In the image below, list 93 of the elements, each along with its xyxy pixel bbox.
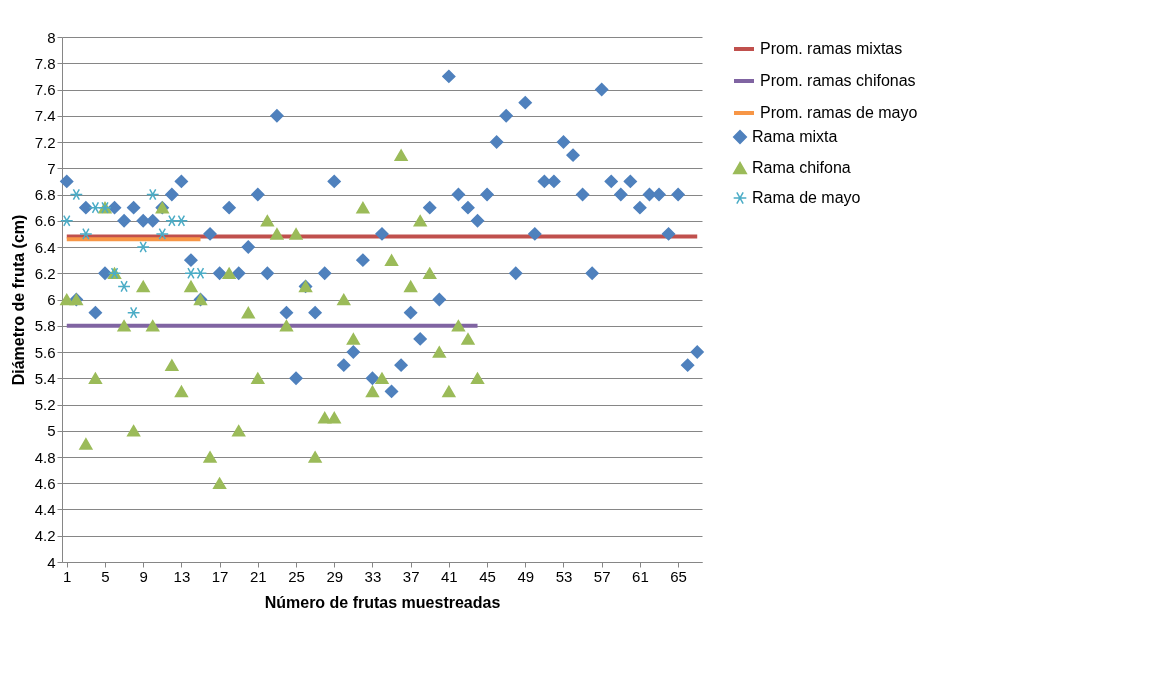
point bbox=[126, 306, 141, 319]
point bbox=[184, 280, 198, 293]
point bbox=[69, 188, 83, 201]
point bbox=[241, 306, 255, 319]
y-tick-label: 7.6 bbox=[34, 81, 56, 98]
point bbox=[423, 267, 437, 280]
point bbox=[365, 385, 380, 398]
point bbox=[232, 424, 246, 437]
point bbox=[117, 280, 131, 293]
y-tick-label: 6.6 bbox=[34, 212, 56, 230]
point bbox=[270, 228, 284, 240]
point bbox=[146, 188, 160, 201]
point bbox=[193, 267, 208, 280]
x-tick-label: 9 bbox=[139, 567, 148, 585]
legend-label: Prom. ramas de mayo bbox=[760, 104, 918, 121]
x-tick-label: 25 bbox=[288, 567, 305, 585]
point bbox=[327, 411, 341, 424]
legend-label: Prom. ramas chifonas bbox=[760, 72, 916, 89]
x-tick-label: 41 bbox=[441, 567, 458, 585]
y-tick-label: 7.2 bbox=[34, 133, 56, 151]
point bbox=[375, 372, 389, 385]
point bbox=[251, 372, 265, 385]
point bbox=[461, 333, 475, 345]
point bbox=[203, 451, 217, 463]
y-tick-label: 4 bbox=[47, 553, 56, 571]
y-tick-label: 4.4 bbox=[34, 501, 56, 518]
x-tick-label: 13 bbox=[173, 567, 191, 585]
legend-label: Prom. ramas mixtas bbox=[760, 40, 903, 57]
y-tick-label: 7.8 bbox=[34, 54, 56, 72]
point bbox=[308, 451, 322, 463]
point bbox=[79, 438, 93, 450]
point bbox=[260, 214, 275, 227]
x-tick-label: 29 bbox=[326, 567, 344, 585]
point bbox=[174, 214, 189, 227]
point bbox=[212, 477, 227, 490]
y-axis-title: Diámetro de fruta (cm) bbox=[9, 214, 27, 386]
point bbox=[384, 254, 399, 266]
point bbox=[126, 424, 141, 437]
point bbox=[289, 228, 303, 240]
point bbox=[432, 346, 446, 358]
x-tick-label: 37 bbox=[402, 567, 420, 585]
x-tick-label: 5 bbox=[101, 567, 110, 585]
y-tick-label: 7 bbox=[47, 159, 56, 177]
y-tick-label: 6.4 bbox=[34, 238, 56, 256]
point bbox=[155, 227, 169, 240]
y-tick-label: 6.8 bbox=[34, 186, 56, 203]
point bbox=[136, 280, 150, 293]
y-tick-label: 5.2 bbox=[34, 396, 56, 413]
x-tick-label: 61 bbox=[632, 567, 649, 585]
legend-label: Rama mixta bbox=[752, 128, 838, 145]
x-tick-label: 45 bbox=[479, 567, 496, 585]
point bbox=[356, 201, 370, 214]
x-tick-label: 1 bbox=[63, 567, 72, 585]
point bbox=[222, 267, 236, 280]
point bbox=[403, 280, 418, 293]
point bbox=[174, 385, 189, 398]
x-tick-label: 65 bbox=[670, 567, 687, 585]
y-tick-label: 4.6 bbox=[34, 474, 56, 492]
x-axis-title: Número de frutas muestreadas bbox=[264, 593, 501, 611]
point bbox=[442, 385, 456, 398]
point bbox=[184, 267, 198, 280]
y-tick-label: 4.8 bbox=[34, 448, 56, 466]
y-tick-label: 7.4 bbox=[34, 107, 56, 125]
point bbox=[451, 319, 466, 332]
x-tick-label: 49 bbox=[517, 567, 535, 585]
y-tick-label: 6.2 bbox=[34, 264, 56, 282]
point bbox=[337, 293, 351, 306]
legend-label: Rama de mayo bbox=[752, 189, 861, 206]
point bbox=[88, 372, 103, 385]
point bbox=[117, 319, 131, 332]
y-tick-label: 8 bbox=[47, 28, 56, 46]
point bbox=[413, 214, 427, 227]
point bbox=[165, 359, 179, 371]
point bbox=[60, 214, 74, 227]
point bbox=[136, 241, 150, 253]
y-tick-label: 5.6 bbox=[34, 343, 56, 361]
y-tick-label: 5.4 bbox=[34, 369, 56, 387]
point bbox=[79, 227, 93, 240]
y-tick-label: 4.2 bbox=[34, 527, 56, 545]
y-tick-label: 5.8 bbox=[34, 317, 56, 335]
x-tick-label: 33 bbox=[364, 567, 382, 585]
x-tick-label: 57 bbox=[593, 567, 611, 585]
x-tick-label: 17 bbox=[211, 567, 229, 585]
point bbox=[346, 333, 361, 345]
point bbox=[279, 319, 294, 332]
legend-label: Rama chifona bbox=[752, 159, 851, 176]
y-tick-label: 6 bbox=[47, 291, 56, 308]
point bbox=[470, 372, 485, 385]
x-tick-label: 53 bbox=[555, 567, 573, 585]
x-tick-label: 21 bbox=[249, 567, 267, 585]
y-tick-label: 5 bbox=[47, 422, 56, 440]
point bbox=[394, 149, 408, 161]
point bbox=[146, 319, 160, 332]
